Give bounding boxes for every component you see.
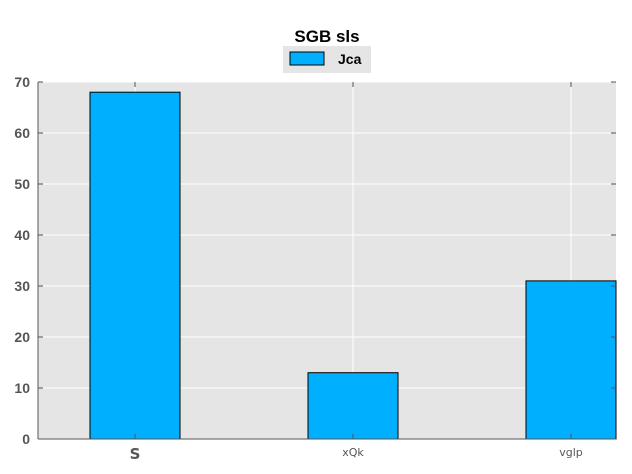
y-tick-label: 0 bbox=[22, 431, 30, 447]
y-tick-label: 10 bbox=[14, 380, 30, 396]
y-tick-label: 70 bbox=[14, 74, 30, 90]
y-tick-label: 20 bbox=[14, 329, 30, 345]
legend-label: Jca bbox=[338, 51, 362, 67]
x-tick-label: xQk bbox=[342, 446, 364, 459]
axes bbox=[37, 82, 616, 440]
bar-xQk bbox=[307, 372, 399, 440]
bar-vglp bbox=[525, 280, 617, 440]
bar-S bbox=[89, 91, 181, 440]
legend: Jca bbox=[283, 46, 371, 73]
y-tick-label: 30 bbox=[14, 278, 30, 294]
x-tick-label: S bbox=[130, 445, 141, 463]
bars bbox=[89, 91, 617, 440]
y-axis-ticks: 0 10 20 30 40 50 60 70 bbox=[14, 74, 616, 447]
y-tick-label: 50 bbox=[14, 176, 30, 192]
y-tick-label: 40 bbox=[14, 227, 30, 243]
legend-swatch bbox=[289, 51, 325, 66]
y-tick-label: 60 bbox=[14, 125, 30, 141]
x-tick-label: vglp bbox=[559, 446, 583, 459]
chart-title: SGB sls bbox=[294, 27, 359, 46]
